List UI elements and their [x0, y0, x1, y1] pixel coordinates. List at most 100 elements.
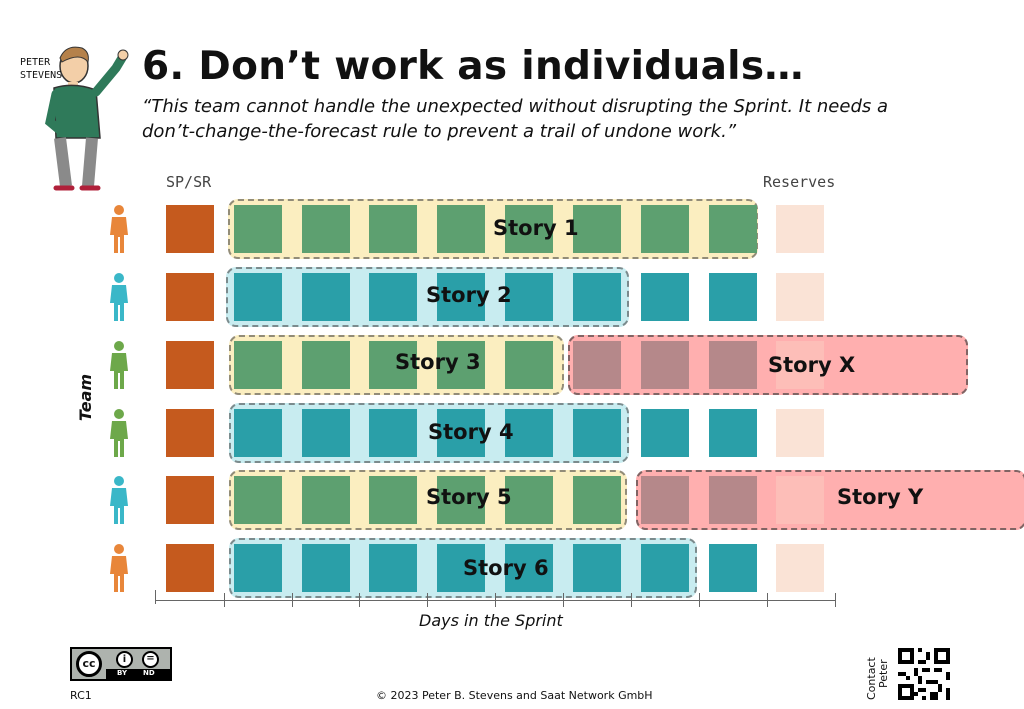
story-label: Story 1	[493, 216, 579, 240]
author-name-line2: STEVENS	[20, 70, 63, 81]
y-axis-line	[155, 590, 156, 604]
x-axis-tick	[292, 593, 293, 607]
day-cell	[437, 273, 485, 321]
x-axis-tick	[563, 593, 564, 607]
contact-line2: Peter	[877, 659, 890, 688]
x-axis-tick	[631, 593, 632, 607]
day-cell	[505, 205, 553, 253]
copyright: © 2023 Peter B. Stevens and Saat Network…	[376, 689, 653, 702]
story-band	[226, 267, 629, 327]
author-name-line1: PETER	[20, 57, 51, 68]
sp-sr-label: SP/SR	[166, 173, 212, 191]
team-member-icon	[107, 544, 131, 594]
story-label: Story 5	[426, 485, 512, 509]
contact-label: Contact Peter	[865, 657, 890, 700]
cartoon-person-icon	[45, 46, 129, 191]
day-cell	[437, 341, 485, 389]
author-illustration	[16, 38, 136, 193]
by-icon: i	[116, 651, 133, 668]
day-cell	[641, 544, 689, 592]
day-cell	[437, 205, 485, 253]
story-label: Story 3	[395, 350, 481, 374]
qr-code-graphic	[898, 648, 950, 700]
license-badge[interactable]: cc i = BY ND	[70, 647, 172, 681]
day-cell	[505, 273, 553, 321]
x-axis-tick	[699, 593, 700, 607]
day-cell	[234, 544, 282, 592]
team-member-icon	[107, 273, 131, 323]
day-cell	[234, 409, 282, 457]
sp-sr-cell	[166, 544, 214, 592]
day-cell	[573, 544, 621, 592]
day-cell	[302, 476, 350, 524]
day-cell	[369, 341, 417, 389]
day-cell	[641, 409, 689, 457]
day-cell	[573, 409, 621, 457]
nd-icon: =	[142, 651, 159, 668]
x-axis-tick	[835, 593, 836, 607]
day-cell	[573, 205, 621, 253]
day-cell	[505, 476, 553, 524]
card-code: RC1	[70, 689, 92, 702]
story-label: Story 4	[428, 420, 514, 444]
sp-sr-cell	[166, 341, 214, 389]
day-cell	[302, 544, 350, 592]
day-cell	[573, 476, 621, 524]
sp-sr-cell	[166, 476, 214, 524]
day-cell	[234, 476, 282, 524]
x-axis-tick	[427, 593, 428, 607]
day-cell	[709, 544, 757, 592]
x-axis-tick	[224, 593, 225, 607]
reserves-label: Reserves	[763, 173, 836, 191]
cc-icon: cc	[76, 651, 102, 677]
x-axis-tick	[767, 593, 768, 607]
day-cell	[234, 273, 282, 321]
team-member-icon	[107, 409, 131, 459]
day-cell	[302, 341, 350, 389]
day-cell	[505, 544, 553, 592]
day-cell	[302, 273, 350, 321]
cc-text: cc	[82, 657, 96, 670]
day-cell	[641, 273, 689, 321]
day-cell	[369, 205, 417, 253]
team-member-icon	[107, 205, 131, 255]
story-band	[229, 403, 629, 463]
reserve-cell	[776, 544, 824, 592]
team-member-icon	[107, 341, 131, 391]
day-cell	[505, 409, 553, 457]
day-cell	[234, 341, 282, 389]
day-cell	[641, 205, 689, 253]
day-cell	[369, 409, 417, 457]
sp-sr-cell	[166, 409, 214, 457]
page-title: 6. Don’t work as individuals…	[142, 44, 804, 89]
story-label: Story X	[768, 353, 856, 377]
day-cell	[369, 273, 417, 321]
x-axis-tick	[495, 593, 496, 607]
day-cell	[437, 409, 485, 457]
day-cell	[234, 205, 282, 253]
day-cell	[709, 409, 757, 457]
day-cell	[369, 476, 417, 524]
day-cell	[302, 205, 350, 253]
by-label: BY	[117, 669, 128, 677]
story-label: Story 2	[426, 283, 512, 307]
day-cell	[437, 544, 485, 592]
day-cell	[709, 273, 757, 321]
day-cell	[437, 476, 485, 524]
story-band-overlay	[636, 470, 1024, 530]
license-strip	[106, 669, 170, 679]
story-band	[229, 470, 627, 530]
day-cell	[505, 341, 553, 389]
day-cell	[302, 409, 350, 457]
story-label: Story 6	[463, 556, 549, 580]
day-cell	[573, 273, 621, 321]
days-axis-label: Days in the Sprint	[419, 611, 563, 630]
reserve-cell	[776, 409, 824, 457]
author-badge: PETER STEVENS	[20, 56, 62, 82]
sp-sr-cell	[166, 205, 214, 253]
team-member-icon	[107, 476, 131, 526]
story-band-overlay	[568, 335, 968, 395]
nd-label: ND	[143, 669, 155, 677]
qr-code-icon[interactable]	[898, 648, 950, 700]
